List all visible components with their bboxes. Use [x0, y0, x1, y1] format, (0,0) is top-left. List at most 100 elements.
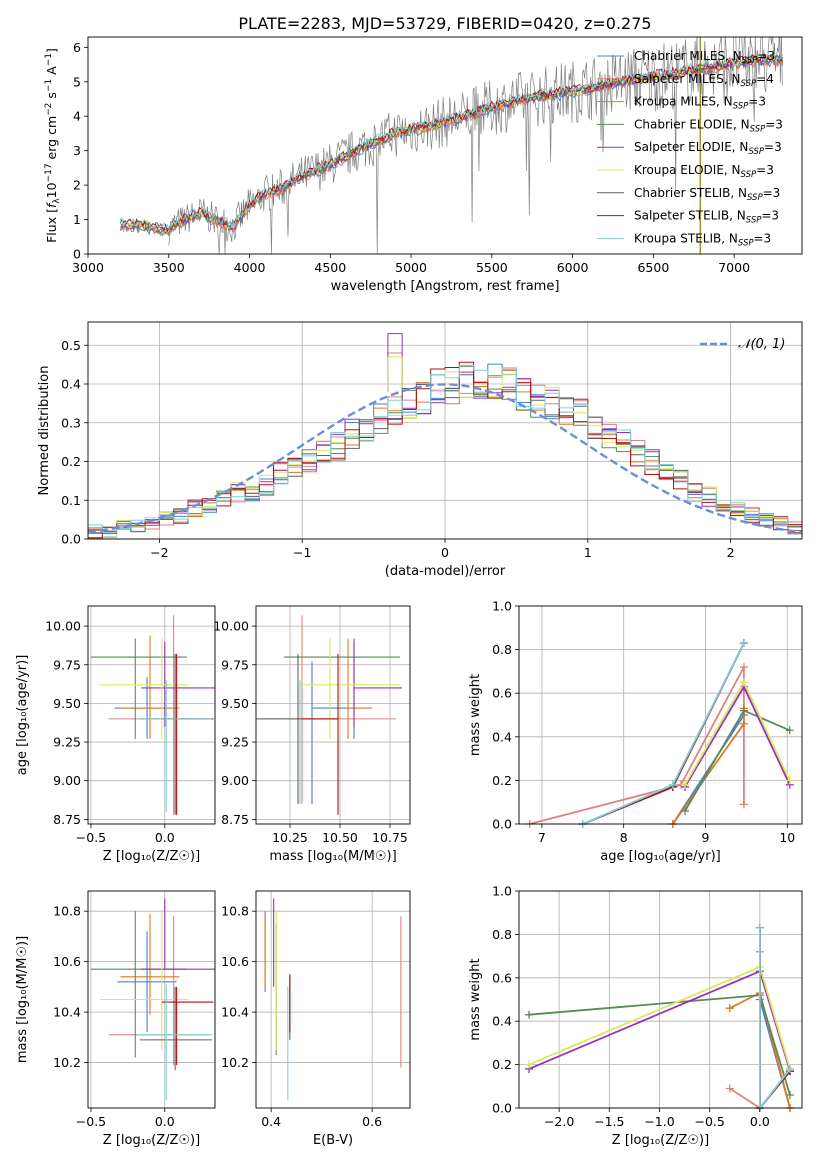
legend-subscript: SSP: [738, 238, 754, 248]
x-tick-label: −0.5: [694, 1114, 724, 1129]
legend-nssp: =3: [763, 186, 781, 200]
y-label-part: s: [44, 92, 59, 103]
histogram-peak: [387, 352, 403, 392]
x-tick-label: 10: [779, 830, 795, 845]
x-tick-label: 0.0: [155, 1114, 175, 1129]
y-tick-label: 10.8: [53, 904, 81, 919]
y-label-part: −2: [44, 103, 54, 116]
axes-frame: [87, 605, 216, 825]
x-axis-label: mass [log₁₀(M/M☉)]: [269, 849, 396, 864]
y-tick-label: 4: [73, 109, 81, 124]
weight-marker: [785, 726, 794, 735]
x-tick-label: 4000: [234, 260, 266, 275]
legend-entry: Salpeter MILES, NSSP=4: [597, 72, 774, 89]
legend-label: Chabrier ELODIE, NSSP=3: [634, 117, 783, 134]
weight-marker: [725, 1004, 734, 1013]
y-tick-label: 10.8: [221, 904, 249, 919]
legend-label: Kroupa ELODIE, NSSP=3: [634, 163, 774, 180]
x-axis-label: Z [log₁₀(Z/Z☉)]: [103, 1133, 200, 1148]
weight-marker: [725, 1084, 734, 1093]
x-tick-label: 5000: [395, 260, 427, 275]
x-tick-label: 5500: [476, 260, 508, 275]
y-tick-label: 9.00: [221, 773, 249, 788]
x-tick-label: 2: [727, 545, 735, 560]
weight-vs-age-panel: 7 8 9 10 0.0 0.2 0.4 0.6 0.8 1.0 age [log₁₀(age/yr…: [468, 599, 803, 864]
x-tick-label: −2.0: [544, 1114, 574, 1129]
y-tick-label: 9.25: [221, 735, 249, 750]
y-tick-label: 0: [73, 247, 81, 262]
weight-marker: [755, 923, 764, 932]
x-tick-label: 0: [441, 545, 449, 560]
x-tick-label: −0.5: [76, 1114, 106, 1129]
legend-label: Salpeter STELIB, NSSP=3: [634, 209, 779, 226]
weight-line: [582, 642, 745, 825]
y-tick-label: 1.0: [492, 884, 512, 899]
x-tick-label: −1: [293, 545, 311, 560]
legend-subscript: SSP: [741, 170, 757, 180]
y-tick-label: 0.4: [492, 1014, 512, 1029]
y-tick-label: 1: [73, 212, 81, 227]
errorbar-point: [136, 680, 213, 812]
y-tick-label: 0.0: [492, 817, 512, 832]
y-tick-label: 9.50: [53, 696, 81, 711]
x-axis-label: Z [log₁₀(Z/Z☉)]: [612, 1133, 709, 1148]
legend-entry: Kroupa ELODIE, NSSP=3: [597, 163, 774, 180]
y-tick-label: 0.8: [492, 927, 512, 942]
legend-subscript: SSP: [746, 216, 762, 226]
weight-marker: [785, 1064, 794, 1073]
errorbar-point: [141, 641, 215, 727]
errorbar-point: [120, 635, 180, 739]
axes-frame: [87, 36, 803, 255]
x-tick-label: 10.50: [322, 830, 358, 845]
errorbar-point: [108, 916, 208, 1066]
x-tick-label: 4500: [314, 260, 346, 275]
axes-frame: [518, 890, 803, 1109]
weight-line: [529, 666, 745, 825]
legend-nssp: =3: [754, 231, 772, 245]
y-tick-label: 10.2: [221, 1055, 249, 1070]
y-tick-label: 9.00: [53, 773, 81, 788]
legend-nssp: =3: [761, 209, 779, 223]
normal-curve: [88, 383, 802, 534]
errorbar-point: [117, 931, 177, 1033]
legend-subscript: SSP: [742, 56, 758, 66]
y-tick-label: 8.75: [221, 812, 249, 827]
x-axis-label: (data-model)/error: [385, 564, 506, 579]
weight-marker: [739, 800, 748, 809]
x-tick-label: 6500: [637, 260, 669, 275]
x-tick-label: 10.75: [372, 830, 408, 845]
y-tick-label: 8.75: [53, 812, 81, 827]
x-tick-label: 10.25: [272, 830, 308, 845]
errorbar-point: [136, 984, 213, 1101]
weight-marker: [739, 706, 748, 715]
x-tick-label: 7: [538, 830, 546, 845]
model-spectrum-line: [119, 52, 784, 231]
weight-line: [729, 951, 761, 1110]
histogram-step: [88, 364, 802, 535]
legend-label: Salpeter MILES, NSSP=4: [634, 72, 774, 89]
legend-label: Kroupa STELIB, NSSP=3: [634, 231, 771, 248]
x-tick-label: −0.5: [76, 830, 106, 845]
y-tick-label: 0.0: [61, 532, 81, 547]
y-tick-label: 0.3: [61, 415, 81, 430]
x-tick-label: −1.5: [594, 1114, 624, 1129]
x-tick-label: 8: [620, 830, 628, 845]
y-tick-label: 6: [73, 40, 81, 55]
age-vs-Z-panel: −0.5 0.0 8.75 9.00 9.25 9.50 9.75 10.00 Z [log₁₀…: [15, 605, 216, 864]
mass-vs-Z-panel: −0.5 0.0 10.2 10.4 10.6 10.8 Z [log₁₀(Z/Z☉)] ma…: [15, 890, 216, 1148]
x-tick-label: 6000: [557, 260, 589, 275]
axes-frame: [87, 890, 216, 1109]
histogram-peak: [387, 333, 403, 392]
y-tick-label: 0.2: [492, 1057, 512, 1072]
y-label-part: −1: [44, 79, 54, 92]
spectrum-panel: 3000 3500 4000 4500 5000 5500 6000 6500 7000 0 1 2 3…: [44, 36, 803, 294]
y-tick-label: 0.4: [61, 377, 81, 392]
y-tick-label: 9.75: [53, 657, 81, 672]
y-tick-label: 3: [73, 143, 81, 158]
errorbar-point: [99, 911, 189, 1050]
weight-marker: [739, 639, 748, 648]
errorbar-point: [90, 911, 187, 1058]
x-tick-label: 7000: [718, 260, 750, 275]
errorbar-point: [161, 986, 214, 1066]
